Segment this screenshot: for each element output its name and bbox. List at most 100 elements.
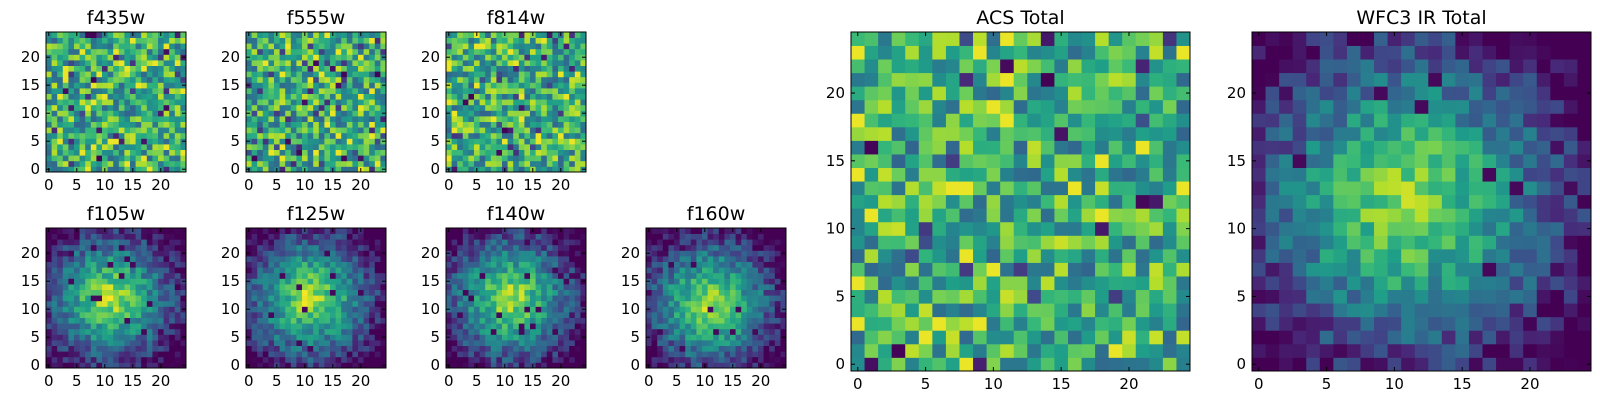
heatmap-cell: [358, 82, 364, 89]
heatmap-cell: [679, 267, 686, 274]
heatmap-cell: [674, 233, 680, 240]
heatmap-cell: [369, 233, 376, 240]
heatmap-cell: [341, 295, 348, 302]
heatmap-cell: [96, 88, 103, 94]
heatmap-cell: [130, 340, 136, 346]
heatmap-cell: [685, 250, 692, 257]
heatmap-cell: [51, 345, 58, 352]
heatmap-cell: [124, 144, 131, 150]
heatmap-cell: [352, 160, 359, 167]
heatmap-cell: [1095, 316, 1110, 331]
heatmap-cell: [251, 289, 258, 296]
heatmap-cell: [174, 82, 181, 89]
heatmap-cell: [274, 345, 280, 352]
heatmap-cell: [707, 233, 714, 240]
heatmap-cell: [718, 256, 725, 262]
heatmap-cell: [90, 149, 97, 156]
heatmap-cell: [51, 239, 58, 246]
heatmap-cell: [163, 356, 170, 363]
heatmap-cell: [552, 43, 559, 50]
heatmap-cell: [118, 284, 125, 290]
heatmap-cells: [46, 32, 187, 173]
heatmap-cell: [513, 295, 520, 302]
heatmap-cell: [358, 284, 364, 290]
heatmap-cell: [79, 127, 86, 134]
heatmap-cell: [752, 233, 759, 240]
heatmap-cell: [769, 345, 776, 352]
heatmap-cell: [1095, 303, 1110, 318]
heatmap-cell: [474, 340, 480, 346]
heatmap-cell: [113, 362, 120, 369]
heatmap-cell: [496, 233, 503, 240]
heatmap-cells: [246, 228, 387, 369]
heatmap-cell: [68, 71, 75, 78]
heatmap-cell: [146, 244, 153, 251]
heatmap-cell: [335, 166, 342, 173]
heatmap-cell: [285, 334, 292, 341]
heatmap-cell: [246, 340, 252, 346]
heatmap-cell: [918, 221, 933, 236]
heatmap-cell: [352, 116, 359, 122]
heatmap-cell: [341, 312, 348, 318]
heatmap-cell: [302, 250, 308, 257]
heatmap-cell: [68, 76, 75, 83]
heatmap-cell: [535, 138, 542, 145]
heatmap-cell: [152, 88, 159, 94]
heatmap-cell: [313, 65, 320, 72]
heatmap-cell: [524, 328, 531, 335]
heatmap-cell: [341, 132, 348, 139]
heatmap-cell: [352, 256, 359, 262]
heatmap-cell: [674, 267, 680, 274]
heatmap-cell: [502, 149, 508, 156]
heatmap-cell: [79, 289, 86, 296]
heatmap-cell: [279, 71, 286, 78]
heatmap-cell: [307, 121, 314, 128]
heatmap-cell: [113, 345, 120, 352]
heatmap-cell: [146, 323, 153, 330]
heatmap-cell: [62, 250, 69, 257]
heatmap-cell: [730, 334, 736, 341]
heatmap-cell: [74, 345, 80, 352]
heatmap-cell: [490, 345, 497, 352]
heatmap-cell: [163, 306, 170, 313]
heatmap-cell: [485, 228, 492, 234]
heatmap-cell: [690, 340, 697, 346]
heatmap-cell: [674, 239, 680, 246]
heatmap-cell: [535, 116, 542, 122]
heatmap-cell: [1027, 181, 1042, 196]
heatmap-cell: [468, 43, 475, 50]
heatmap-cell: [569, 110, 576, 117]
heatmap-cell: [158, 261, 164, 268]
heatmap-cell: [563, 132, 570, 139]
heatmap-cell: [651, 278, 658, 285]
heatmap-cell: [324, 340, 331, 346]
heatmap-cell: [285, 250, 292, 257]
heatmap-cell: [524, 76, 531, 83]
heatmap-cell: [563, 345, 570, 352]
heatmap-cell: [90, 116, 97, 122]
heatmap-cell: [662, 239, 669, 246]
heatmap-cell: [530, 261, 536, 268]
heatmap-cell: [302, 121, 308, 128]
heatmap-cell: [363, 272, 370, 279]
heatmap-cell: [474, 93, 480, 100]
heatmap-cell: [535, 110, 542, 117]
heatmap-cell: [541, 239, 548, 246]
heatmap-cell: [346, 110, 353, 117]
heatmap-cell: [290, 144, 297, 150]
heatmap-cell: [79, 37, 86, 44]
heatmap-cell: [552, 88, 559, 94]
heatmap-cell: [118, 82, 125, 89]
heatmap-cell: [569, 312, 576, 318]
heatmap-cell: [569, 144, 576, 150]
heatmap-cell: [490, 76, 497, 83]
heatmap-cell: [457, 278, 464, 285]
heatmap-cell: [973, 357, 987, 372]
heatmap-cell: [918, 181, 933, 196]
heatmap-cell: [718, 295, 725, 302]
heatmap-cell: [135, 43, 142, 50]
heatmap-cell: [330, 239, 336, 246]
heatmap-cell: [1081, 181, 1096, 196]
heatmap-cell: [268, 155, 275, 162]
heatmap-cell: [124, 60, 131, 66]
